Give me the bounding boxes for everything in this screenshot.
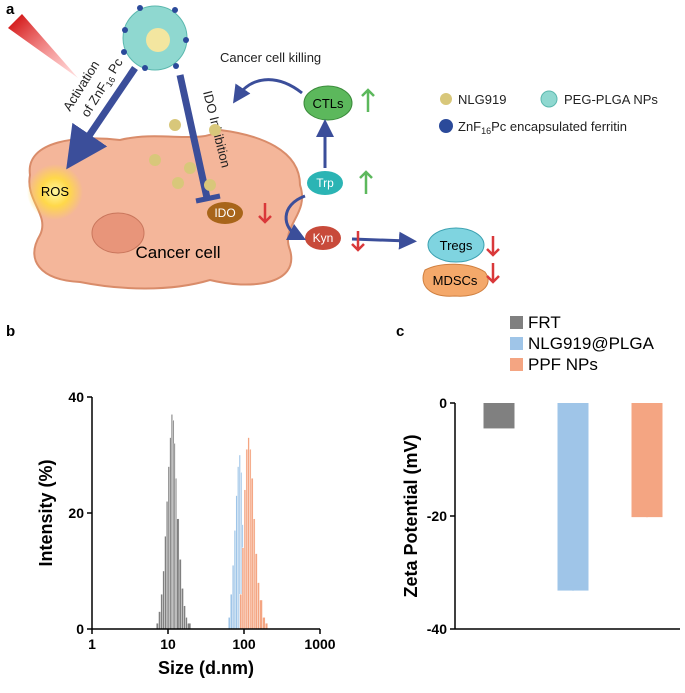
hist-bar [169, 437, 172, 630]
bar [557, 403, 589, 591]
trp-label: Trp [316, 176, 334, 190]
hist-bar [183, 605, 186, 630]
panel-label: b [6, 323, 15, 340]
tregs-node [427, 227, 485, 263]
hist-bar [181, 588, 184, 630]
hist-bar [264, 623, 268, 630]
hist-bar [243, 489, 247, 630]
ido-label: IDO [214, 206, 235, 220]
hist-bar [162, 570, 165, 630]
inhibition-bar [195, 193, 221, 204]
hist-bar [257, 582, 260, 630]
ros-glow [27, 164, 83, 220]
hist-bar [164, 536, 167, 630]
bar [483, 403, 515, 429]
x-tick-label: 100 [232, 636, 256, 652]
error-bar [565, 583, 581, 591]
trp-kyn-arrow [284, 194, 307, 241]
cancer-cell [28, 128, 303, 290]
x-axis-label: Size (d.nm) [158, 658, 254, 678]
legend-ferritin-icon [439, 119, 453, 133]
hist-bar [158, 611, 161, 630]
legend-label: FRT [528, 313, 561, 332]
legend-nlg919-icon [440, 93, 452, 105]
legend-swatch [510, 337, 523, 350]
hist-bar [166, 501, 169, 630]
ido-node [207, 202, 243, 224]
legend-ferritin: ZnF16Pc encapsulated ferritin [458, 119, 627, 136]
panel-label: c [396, 323, 404, 340]
x-tick-label: 1 [88, 636, 96, 652]
kyn-label: Kyn [313, 231, 334, 245]
hist-bar [252, 518, 256, 630]
mdscs-node [422, 263, 489, 297]
ros-label: ROS [41, 184, 70, 199]
legend-swatch [510, 316, 523, 329]
hist-bar [167, 466, 170, 630]
mdscs-label: MDSCs [433, 273, 478, 288]
hist-bar [187, 623, 192, 630]
cancer-cell-label: Cancer cell [135, 243, 220, 262]
activation-arrow [66, 66, 138, 170]
legend-label: NLG919@PLGA [528, 334, 655, 353]
hist-bar [254, 553, 258, 630]
tregs-label: Tregs [440, 238, 473, 253]
hist-bar [160, 594, 163, 630]
inhibition-arrow [176, 74, 211, 199]
y-axis-label: Intensity (%) [36, 459, 56, 566]
legend-swatch [510, 358, 523, 371]
hist-bar [170, 414, 173, 630]
killing-arrow [233, 78, 303, 104]
hist-bar [245, 449, 248, 630]
legend-peg-plga: PEG-PLGA NPs [564, 92, 658, 107]
trend-arrows [258, 88, 500, 284]
hist-bar [176, 518, 180, 630]
hist-bar [172, 420, 175, 630]
hist-bar [233, 530, 236, 630]
ferritin-dots [121, 5, 189, 71]
nlg919-dots [149, 119, 221, 191]
kyn-arrow [351, 231, 417, 250]
hist-bar [250, 478, 254, 630]
laser [8, 14, 78, 78]
error-bar [639, 505, 655, 518]
hist-bar [249, 449, 252, 630]
y-tick-label: 40 [68, 389, 84, 405]
hist-bar [237, 466, 240, 630]
kyn-node [305, 226, 341, 250]
x-tick-label: 10 [160, 636, 176, 652]
bar [631, 403, 663, 518]
killing-label: Cancer cell killing [220, 50, 321, 65]
hist-bar [262, 617, 266, 630]
legend-nlg919: NLG919 [458, 92, 506, 107]
hist-bar [185, 617, 188, 630]
trp-node [307, 171, 343, 195]
legend-label: PPF NPs [528, 355, 598, 374]
panel-label: a [6, 1, 15, 18]
hist-bar [228, 617, 231, 630]
legend-peg-plga-icon [540, 90, 558, 108]
y-axis-label: Zeta Potential (mV) [401, 434, 421, 597]
hist-bar [232, 565, 235, 630]
hist-bar [156, 623, 159, 630]
hist-bar [241, 547, 245, 630]
nucleus [91, 212, 145, 254]
y-tick-label: 0 [439, 395, 447, 411]
y-tick-label: -40 [427, 621, 447, 637]
hist-bar [178, 559, 182, 630]
y-tick-label: -20 [427, 508, 447, 524]
hist-bar [173, 443, 176, 630]
hist-bar [247, 437, 250, 630]
y-tick-label: 20 [68, 505, 84, 521]
hist-bar [239, 594, 243, 630]
hist-bar [259, 599, 263, 630]
x-tick-label: 1000 [304, 636, 335, 652]
ferritin-core [146, 28, 170, 52]
ctls-label: CTLs [312, 96, 344, 111]
y-tick-label: 0 [76, 621, 84, 637]
hist-bar [230, 594, 233, 630]
hist-bar [235, 495, 238, 630]
